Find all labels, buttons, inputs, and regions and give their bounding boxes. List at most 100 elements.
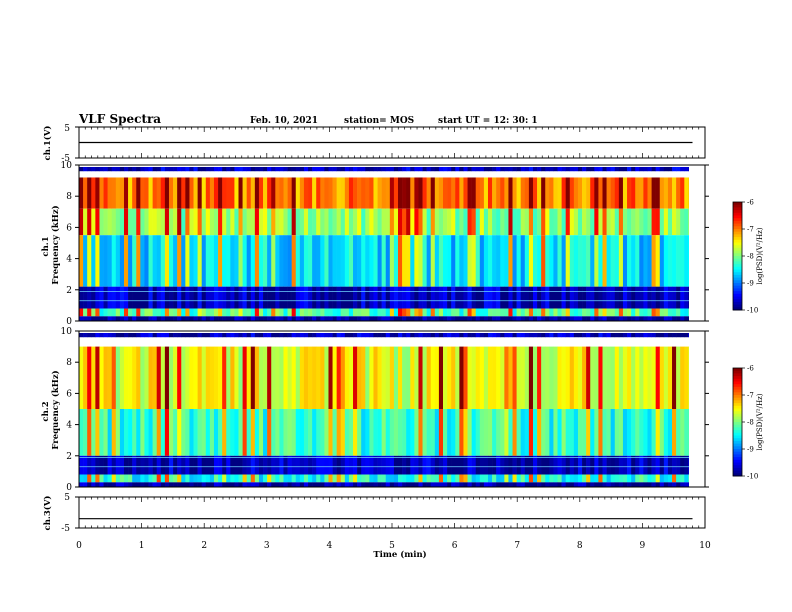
spec2-cell (582, 474, 587, 483)
spec2-cell (238, 474, 243, 483)
spec2-cell (610, 482, 616, 487)
spec2-cell (201, 409, 207, 456)
spec2-cell (226, 346, 231, 409)
spec2-cell (586, 482, 591, 487)
cbar1-swatch (733, 274, 742, 279)
spec2-cell (144, 455, 149, 475)
cbar2-tick-label: -6 (747, 365, 754, 373)
spec1-cell (389, 167, 395, 172)
spec1-cell (95, 167, 100, 172)
spec1-cell (577, 308, 583, 317)
spec1-cell (680, 316, 685, 321)
spec2-cell (136, 409, 141, 456)
spec1-cell (107, 286, 113, 309)
time-axis-tick-label: 8 (577, 541, 583, 551)
spec1-cell (328, 208, 333, 236)
spec2-cell (434, 333, 440, 338)
spec2-cell (87, 474, 92, 483)
spec2-cell (361, 333, 366, 338)
spec2-cell (177, 409, 182, 456)
spec1-cell (414, 177, 419, 209)
spec1-cell (246, 286, 252, 309)
spec1-cell (434, 235, 440, 287)
spec1-cell (618, 308, 624, 317)
spec2-cell (128, 482, 133, 487)
spec2-cell (614, 474, 620, 483)
spec1-cell (643, 177, 648, 209)
spec1-cell (385, 208, 391, 236)
spec1-cell (230, 316, 235, 321)
spec1-cell (287, 316, 292, 321)
spec1-cell (348, 177, 354, 209)
spec1-cell (676, 235, 681, 287)
spec2-cell (263, 409, 268, 456)
spec1-cell (561, 308, 566, 317)
spec1-cell (119, 235, 125, 287)
spec1-cell (663, 177, 669, 209)
spec2-cell (471, 333, 477, 338)
spec2-cell (475, 346, 481, 409)
spec1-cell (275, 208, 280, 236)
spec2-cell (340, 346, 346, 409)
spec1-cell (545, 177, 550, 209)
spec2-cell (430, 333, 436, 338)
spec2-cell (308, 474, 313, 483)
spec1-cell (246, 316, 252, 321)
spec1-cell (373, 308, 378, 317)
spec2-cell (99, 455, 104, 475)
spec1-cell (622, 286, 628, 309)
spec2-cell (398, 455, 403, 475)
spec2-cell (238, 409, 243, 456)
spec2-cell (136, 482, 141, 487)
spec2-cell (373, 333, 378, 338)
spec2-cell (123, 482, 129, 487)
spec2-cell (332, 482, 337, 487)
spec1-cell (500, 177, 505, 209)
cbar2-swatch (733, 419, 742, 423)
cbar1-swatch (733, 245, 742, 249)
spec1-cell (532, 208, 538, 236)
spec2-cell (312, 333, 317, 338)
spec2-cell (87, 346, 92, 409)
spec1-cell (177, 308, 182, 317)
spec2-cell (226, 409, 231, 456)
spec2-cell (438, 482, 444, 487)
spec1-cell (410, 286, 415, 309)
spec1-cell (324, 177, 329, 209)
spec1-cell (353, 308, 358, 317)
spec2-cell (168, 455, 174, 475)
spec1-cell (475, 316, 481, 321)
spec1-cell (173, 286, 178, 309)
spec1-cell (622, 167, 628, 172)
spec1-cell (582, 235, 587, 287)
cbar1-label: log(PSD)(V²/Hz) (756, 227, 764, 284)
spec1-cell (197, 177, 202, 209)
spec2-cell (357, 455, 362, 475)
spec1-cell (230, 286, 235, 309)
spec1-cell (410, 167, 415, 172)
spec2-cell (594, 474, 599, 483)
spec1-cell (258, 235, 264, 287)
spec1-cell (590, 316, 595, 321)
spec2-cell (328, 346, 333, 409)
spec1-cell (279, 167, 284, 172)
spec1-cell (164, 235, 170, 287)
spec2-cell (258, 474, 264, 483)
spec2-cell (573, 482, 579, 487)
spec2-cell (353, 409, 358, 456)
spec1-cell (606, 208, 611, 236)
spec1-cell (238, 167, 243, 172)
spec2-cell (283, 455, 288, 475)
spec2-cell (83, 333, 88, 338)
spec2-cell (426, 409, 432, 456)
spec2-cell (406, 455, 411, 475)
spec1-cell (393, 286, 399, 309)
spec2-cell (684, 346, 689, 409)
spec1-cell (496, 308, 501, 317)
spec1-cell (565, 308, 571, 317)
spec2-cell (672, 409, 677, 456)
spec1-cell (271, 167, 276, 172)
spec2-cell (467, 474, 472, 483)
spec2-cell (144, 482, 149, 487)
spec2-cell (283, 482, 288, 487)
